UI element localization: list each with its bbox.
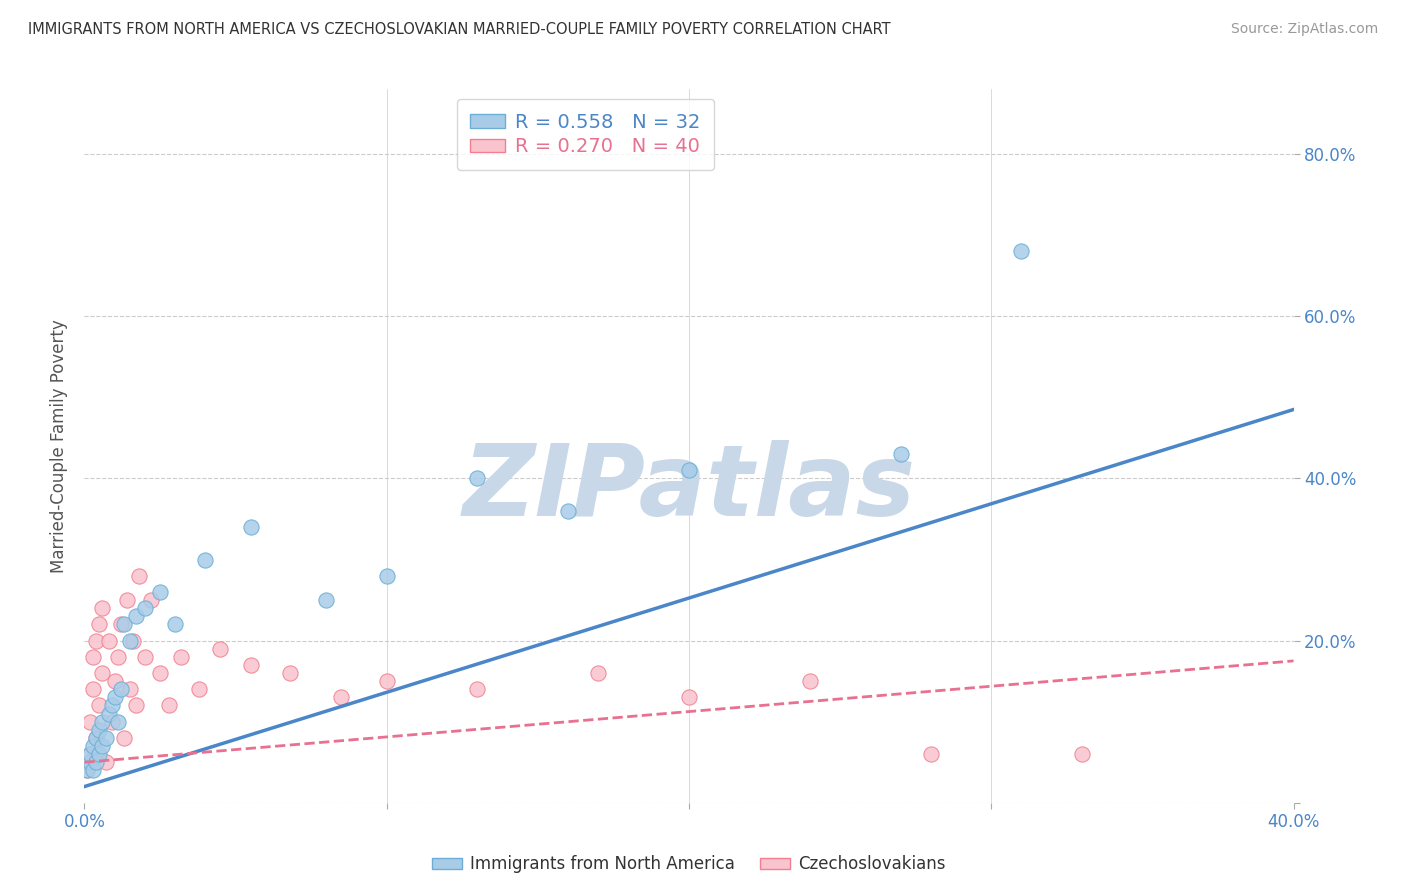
Point	[588, 666, 610, 681]
Point	[375, 674, 398, 689]
Point	[557, 504, 579, 518]
Point	[94, 731, 117, 745]
Point	[115, 593, 138, 607]
Point	[97, 706, 120, 721]
Point	[134, 649, 156, 664]
Point	[890, 447, 912, 461]
Point	[76, 764, 98, 778]
Point	[107, 649, 129, 664]
Point	[82, 764, 104, 778]
Point	[86, 731, 108, 745]
Point	[110, 617, 132, 632]
Point	[100, 714, 122, 729]
Point	[91, 601, 114, 615]
Point	[165, 617, 187, 632]
Point	[330, 690, 353, 705]
Point	[97, 633, 120, 648]
Point	[209, 641, 232, 656]
Point	[110, 682, 132, 697]
Point	[128, 568, 150, 582]
Point	[89, 747, 111, 761]
Point	[118, 633, 141, 648]
Point	[139, 593, 162, 607]
Point	[467, 471, 489, 485]
Point	[157, 698, 180, 713]
Point	[678, 690, 700, 705]
Point	[79, 747, 101, 761]
Text: IMMIGRANTS FROM NORTH AMERICA VS CZECHOSLOVAKIAN MARRIED-COUPLE FAMILY POVERTY C: IMMIGRANTS FROM NORTH AMERICA VS CZECHOS…	[28, 22, 891, 37]
Point	[194, 552, 217, 566]
Text: ZIPatlas: ZIPatlas	[463, 441, 915, 537]
Point	[82, 739, 104, 753]
Point	[79, 756, 101, 770]
Legend: Immigrants from North America, Czechoslovakians: Immigrants from North America, Czechoslo…	[425, 849, 953, 880]
Point	[467, 682, 489, 697]
Point	[121, 633, 143, 648]
Point	[125, 609, 148, 624]
Point	[188, 682, 211, 697]
Point	[82, 682, 104, 697]
Point	[86, 633, 108, 648]
Point	[104, 674, 127, 689]
Point	[89, 617, 111, 632]
Point	[170, 649, 193, 664]
Point	[107, 714, 129, 729]
Point	[82, 649, 104, 664]
Point	[239, 520, 262, 534]
Point	[112, 617, 135, 632]
Point	[91, 739, 114, 753]
Point	[799, 674, 821, 689]
Point	[86, 731, 108, 745]
Point	[104, 690, 127, 705]
Point	[920, 747, 942, 761]
Point	[1071, 747, 1094, 761]
Point	[118, 682, 141, 697]
Point	[79, 747, 101, 761]
Point	[239, 657, 262, 672]
Point	[91, 714, 114, 729]
Point	[86, 756, 108, 770]
Point	[76, 764, 98, 778]
Point	[678, 463, 700, 477]
Point	[315, 593, 337, 607]
Point	[125, 698, 148, 713]
Point	[94, 756, 117, 770]
Y-axis label: Married-Couple Family Poverty: Married-Couple Family Poverty	[51, 319, 69, 573]
Point	[134, 601, 156, 615]
Point	[278, 666, 301, 681]
Point	[1011, 244, 1033, 259]
Point	[375, 568, 398, 582]
Point	[89, 723, 111, 737]
Point	[149, 585, 172, 599]
Text: Source: ZipAtlas.com: Source: ZipAtlas.com	[1230, 22, 1378, 37]
Point	[149, 666, 172, 681]
Point	[89, 698, 111, 713]
Point	[100, 698, 122, 713]
Point	[112, 731, 135, 745]
Point	[79, 714, 101, 729]
Point	[91, 666, 114, 681]
